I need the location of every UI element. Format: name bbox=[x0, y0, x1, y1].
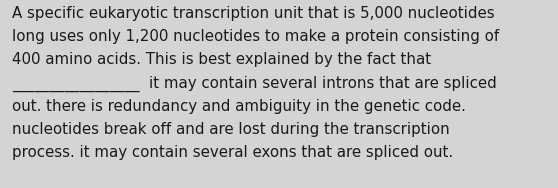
Text: out. there is redundancy and ambiguity in the genetic code.: out. there is redundancy and ambiguity i… bbox=[12, 99, 466, 114]
Text: nucleotides break off and are lost during the transcription: nucleotides break off and are lost durin… bbox=[12, 122, 450, 137]
Text: process. it may contain several exons that are spliced out.: process. it may contain several exons th… bbox=[12, 145, 453, 160]
Text: _________________  it may contain several introns that are spliced: _________________ it may contain several… bbox=[12, 76, 497, 92]
Text: 400 amino acids. This is best explained by the fact that: 400 amino acids. This is best explained … bbox=[12, 52, 431, 67]
Text: A specific eukaryotic transcription unit that is 5,000 nucleotides: A specific eukaryotic transcription unit… bbox=[12, 6, 494, 21]
Text: long uses only 1,200 nucleotides to make a protein consisting of: long uses only 1,200 nucleotides to make… bbox=[12, 29, 499, 44]
